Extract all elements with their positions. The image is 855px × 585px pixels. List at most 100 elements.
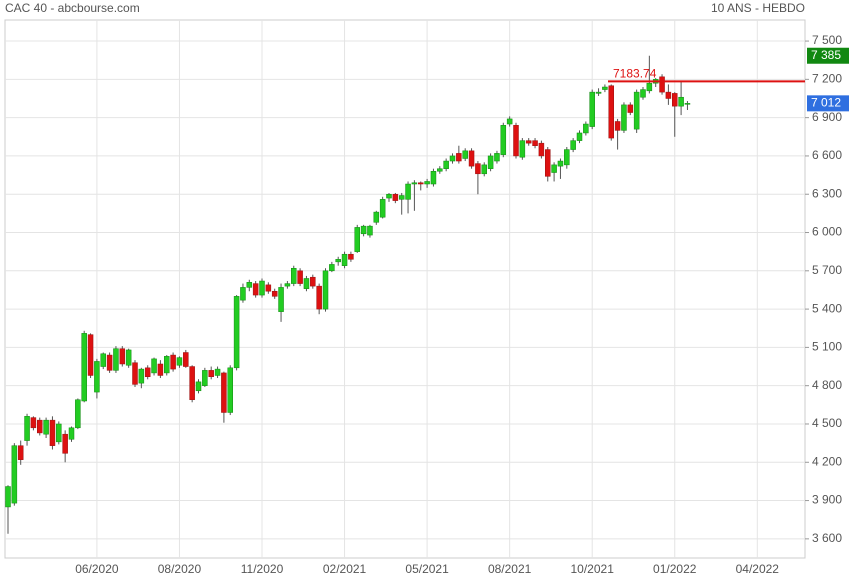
candle-body [214, 368, 221, 376]
y-tick-label: 7 200 [812, 72, 842, 86]
price-tag [807, 95, 849, 112]
candle-body [170, 354, 176, 370]
candle-body [564, 149, 570, 166]
y-tick-label: 6 300 [812, 186, 842, 200]
candle-body [56, 423, 62, 443]
reference-label: 7183.74 [613, 67, 657, 81]
candle-body [144, 367, 151, 378]
candle-body [151, 358, 157, 374]
y-tick-label: 6 600 [812, 148, 842, 162]
candle-body [557, 160, 564, 167]
y-tick-label: 6 900 [812, 110, 842, 124]
candle-body [189, 366, 195, 400]
candle-body [506, 118, 513, 125]
x-tick-label: 04/2022 [736, 562, 780, 576]
candle-body [113, 348, 119, 371]
candle-body [551, 164, 557, 173]
candle-body [240, 287, 246, 301]
candle-body [94, 361, 100, 393]
candle-body [392, 193, 399, 201]
candle-body [202, 370, 208, 386]
candle-body [418, 182, 424, 185]
candle-body [481, 164, 487, 175]
candle-body [411, 182, 418, 185]
candle-body [373, 211, 380, 223]
candle-body [265, 284, 272, 292]
candle-body [125, 349, 132, 366]
candle-body [443, 160, 449, 169]
candle-body [576, 132, 583, 141]
candle-body [595, 91, 602, 94]
candle-body [5, 486, 11, 508]
candle-body [379, 199, 386, 218]
candle-body [386, 193, 392, 199]
price-tag [807, 47, 849, 64]
candle-body [678, 96, 684, 107]
plot-area [4, 19, 806, 559]
candle-body [468, 150, 475, 167]
x-tick-label: 05/2021 [405, 562, 449, 576]
candle-body [335, 259, 341, 263]
candle-body [183, 352, 189, 367]
candle-body [341, 253, 348, 266]
candle-body [538, 142, 545, 157]
y-tick-label: 4 500 [812, 416, 842, 430]
candle-body [106, 354, 113, 371]
candle-body [602, 86, 608, 90]
candle-body [329, 264, 335, 272]
x-tick-label: 11/2020 [241, 562, 284, 576]
y-tick-label: 3 900 [812, 493, 842, 507]
y-tick-label: 7 500 [812, 33, 842, 47]
candle-body [570, 140, 576, 150]
candle-body [259, 280, 265, 296]
candle-body [475, 163, 481, 175]
candle-body [430, 171, 437, 185]
y-tick-label: 5 700 [812, 263, 842, 277]
price-tag-label: 7 385 [811, 48, 841, 62]
y-tick-label: 6 000 [812, 225, 842, 239]
y-tick-label: 4 200 [812, 454, 842, 468]
y-tick-label: 3 600 [812, 531, 842, 545]
x-tick-label: 06/2020 [75, 562, 119, 576]
candle-body [462, 150, 468, 159]
candle-body [75, 399, 81, 429]
candle-body [500, 125, 507, 155]
candle-body [43, 419, 49, 435]
candle-body [360, 225, 367, 235]
candle-body [513, 125, 519, 157]
candle-body [81, 333, 87, 402]
candle-body [646, 82, 653, 92]
candle-body [195, 381, 202, 392]
candle-body [633, 91, 640, 130]
candle-body [589, 91, 595, 127]
candle-body [354, 227, 360, 252]
candle-body [221, 372, 227, 413]
candle-body [621, 104, 627, 131]
candle-body [100, 353, 106, 367]
candle-body [627, 104, 634, 113]
y-tick-label: 5 100 [812, 340, 842, 354]
candle-body [49, 419, 56, 446]
candle-body [545, 149, 551, 177]
candle-body [456, 153, 462, 162]
candle-body [672, 93, 678, 107]
x-tick-label: 01/2022 [653, 562, 697, 576]
candle-body [132, 362, 138, 385]
x-tick-label: 10/2021 [571, 562, 615, 576]
candle-body [68, 427, 75, 440]
candle-body [449, 155, 456, 162]
candle-body [322, 270, 329, 310]
candle-body [233, 296, 240, 369]
candle-body [246, 282, 253, 288]
candle-body [310, 276, 316, 287]
candle-body [62, 433, 68, 454]
candle-body [24, 416, 30, 441]
candle-body [659, 76, 665, 93]
candle-body [30, 417, 37, 429]
candle-body [37, 419, 43, 434]
candle-body [348, 253, 354, 260]
x-tick-label: 08/2021 [488, 562, 532, 576]
candle-body [157, 363, 164, 376]
candle-body [284, 283, 291, 287]
